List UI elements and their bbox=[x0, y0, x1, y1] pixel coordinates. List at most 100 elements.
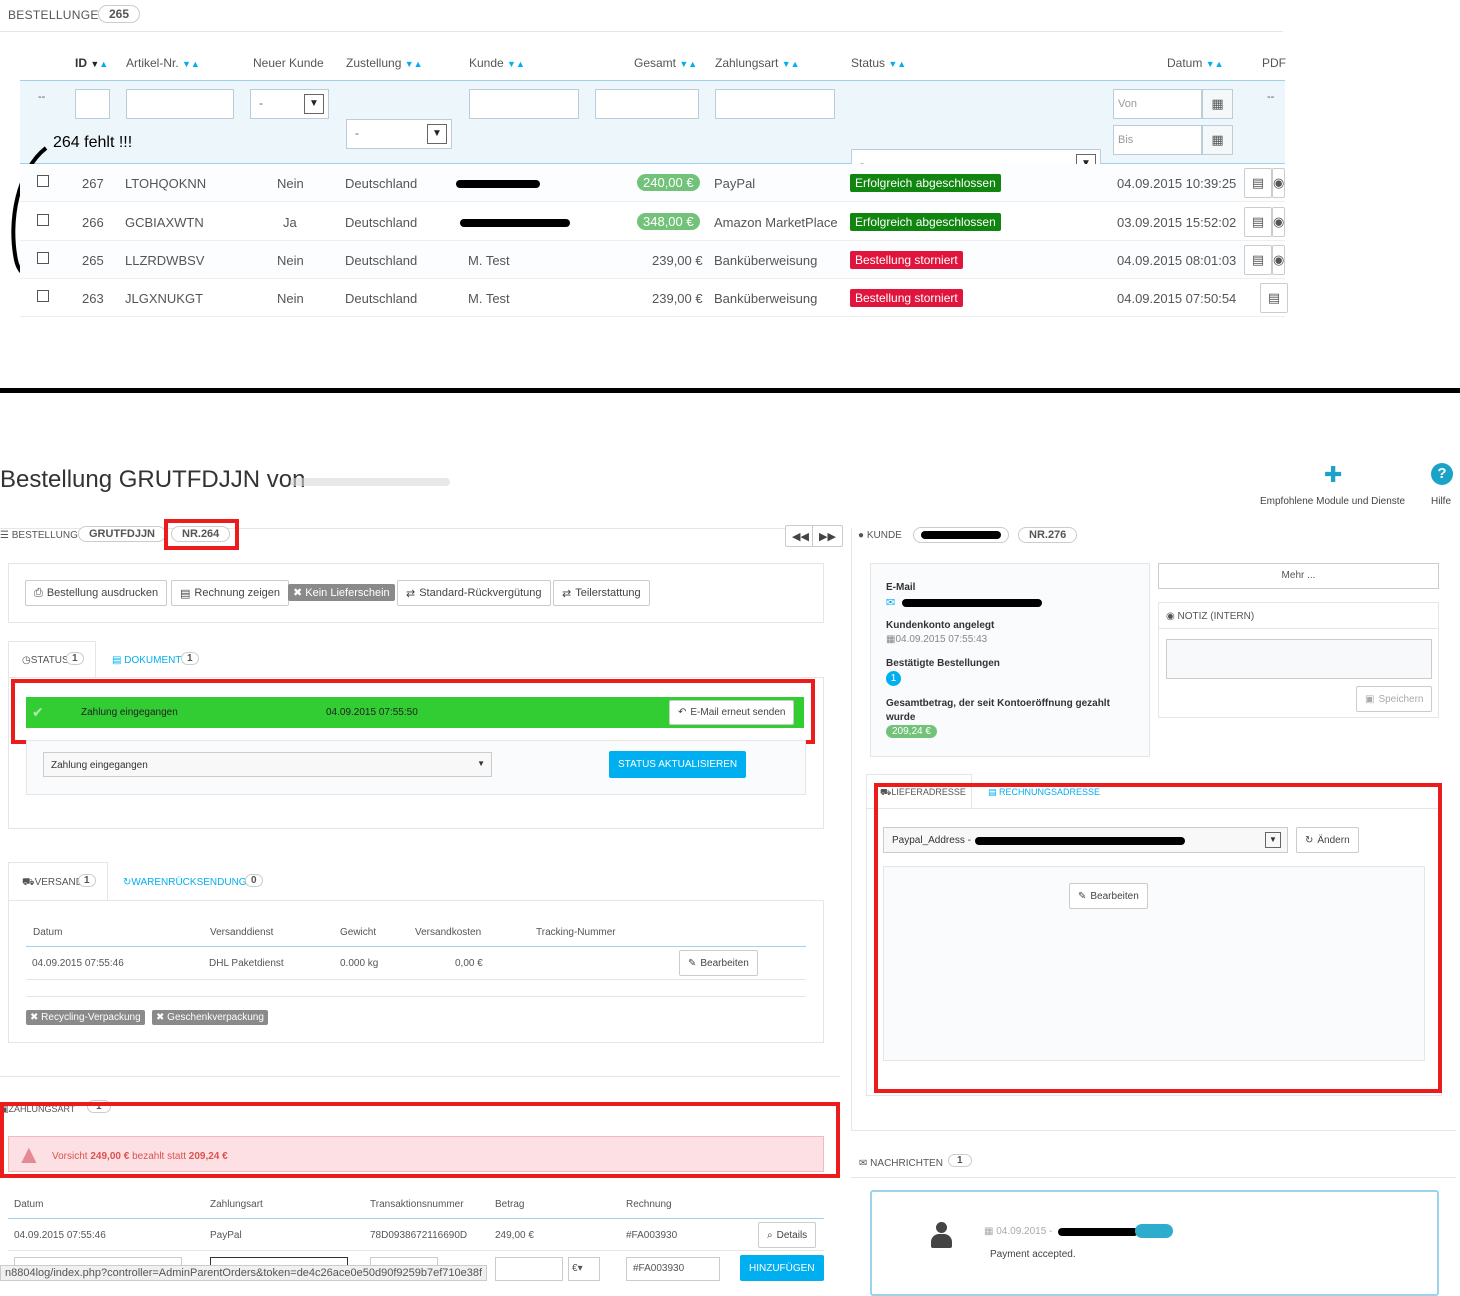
payment-details-button[interactable]: ⌕ Details bbox=[758, 1222, 817, 1248]
message-date: ▦ 04.09.2015 - bbox=[984, 1226, 1053, 1237]
order-date: 04.09.2015 07:50:54 bbox=[1117, 291, 1237, 306]
address-edit-button[interactable]: ✎ Bearbeiten bbox=[1069, 883, 1148, 909]
tab-invoice-address[interactable]: ▤ RECHNUNGSADRESSE bbox=[988, 787, 1101, 797]
tab-documents[interactable]: ▤ DOKUMENTE bbox=[112, 655, 189, 666]
col-payment[interactable]: Zahlungsart ▼▲ bbox=[715, 56, 800, 70]
print-order-button[interactable]: ⎙ Bestellung ausdrucken bbox=[25, 580, 168, 606]
puzzle-icon[interactable]: ✚ bbox=[1324, 462, 1343, 487]
recommended-modules-link[interactable]: Empfohlene Module und Dienste bbox=[1260, 496, 1406, 507]
col-customer[interactable]: Kunde ▼▲ bbox=[469, 56, 525, 70]
order-date: 03.09.2015 15:52:02 bbox=[1117, 215, 1237, 230]
row-checkbox[interactable] bbox=[37, 290, 49, 302]
customer-info-panel bbox=[870, 563, 1150, 757]
messages-heading: ✉ NACHRICHTEN bbox=[859, 1158, 943, 1169]
filter-date-from[interactable]: Von bbox=[1113, 89, 1202, 119]
tab-returns[interactable]: ↻WARENRÜCKSENDUNGEN bbox=[123, 877, 261, 888]
col-total[interactable]: Gesamt ▼▲ bbox=[634, 56, 698, 70]
col-id[interactable]: ID ▼▲ bbox=[75, 56, 109, 70]
resend-email-button[interactable]: ↶ E-Mail erneut senden bbox=[669, 700, 795, 725]
search-icon: ⌕ bbox=[767, 1229, 773, 1241]
divider bbox=[851, 1177, 1456, 1178]
show-invoice-button[interactable]: ▤ Rechnung zeigen bbox=[171, 580, 290, 606]
payment-warning bbox=[8, 1136, 824, 1172]
shipping-edit-button[interactable]: ✎ Bearbeiten bbox=[679, 950, 758, 976]
tab-delivery-address[interactable] bbox=[866, 774, 972, 809]
table-row[interactable] bbox=[20, 279, 1285, 317]
divider bbox=[26, 946, 806, 947]
col-status[interactable]: Status ▼▲ bbox=[851, 56, 907, 70]
truck-icon: ⛟ bbox=[22, 877, 35, 888]
order-total: 239,00 € bbox=[652, 253, 703, 268]
filter-date-to[interactable]: Bis bbox=[1113, 125, 1202, 155]
standard-refund-button[interactable]: ⇄ Standard-Rückvergütung bbox=[397, 580, 551, 606]
shipping-col-carrier: Versanddienst bbox=[210, 927, 274, 938]
divider bbox=[8, 1250, 824, 1251]
shipping-col-tracking: Tracking-Nummer bbox=[536, 927, 616, 938]
annotation-text: 264 fehlt !!! bbox=[53, 134, 133, 151]
filter-id-input[interactable] bbox=[75, 89, 110, 119]
warning-icon: ▲ bbox=[16, 1139, 42, 1169]
col-delivery[interactable]: Zustellung ▼▲ bbox=[346, 56, 423, 70]
status-select[interactable]: Zahlung eingegangen ▼ bbox=[43, 752, 492, 777]
help-icon[interactable]: ? bbox=[1431, 463, 1453, 485]
order-payment: PayPal bbox=[714, 176, 756, 191]
note-textarea[interactable] bbox=[1166, 639, 1432, 679]
recycling-tag: ✖ Recycling-Verpackung bbox=[26, 1010, 145, 1025]
col-reference[interactable]: Artikel-Nr. ▼▲ bbox=[126, 56, 200, 70]
row-checkbox[interactable] bbox=[37, 252, 49, 264]
status-bar-url: n8804log/index.php?controller=AdminParen… bbox=[0, 1265, 488, 1281]
message-panel bbox=[870, 1190, 1439, 1296]
envelope-icon: ✉ bbox=[859, 1158, 868, 1169]
filter-delivery-select[interactable]: - ▼ bbox=[346, 119, 452, 149]
payment-add-invoice-select[interactable]: #FA003930 bbox=[626, 1257, 720, 1281]
view-icon[interactable]: ◉ bbox=[1272, 168, 1285, 198]
col-date[interactable]: Datum ▼▲ bbox=[1167, 56, 1224, 70]
filter-new-client-select[interactable]: - ▼ bbox=[250, 89, 329, 119]
customer-orders-count: 1 bbox=[886, 671, 901, 686]
redaction-mark bbox=[975, 837, 1185, 845]
pdf-invoice-icon[interactable]: ▤ bbox=[1260, 283, 1288, 313]
filter-payment-input[interactable] bbox=[715, 89, 835, 119]
more-button[interactable]: Mehr ... bbox=[1158, 563, 1439, 589]
view-icon[interactable]: ◉ bbox=[1272, 207, 1285, 237]
row-checkbox[interactable] bbox=[37, 175, 49, 187]
chevron-down-icon: ▼ bbox=[427, 124, 447, 144]
order-date: 04.09.2015 10:39:25 bbox=[1117, 176, 1237, 191]
address-change-button[interactable]: ↻ Ändern bbox=[1296, 827, 1359, 853]
help-link[interactable]: Hilfe bbox=[1431, 496, 1452, 507]
page-title: Bestellung GRUTFDJJN von bbox=[0, 466, 306, 493]
divider bbox=[0, 1076, 840, 1077]
calendar-icon[interactable]: ▦ bbox=[1202, 89, 1233, 119]
row-checkbox[interactable] bbox=[37, 214, 49, 226]
payment-col-amount: Betrag bbox=[495, 1199, 525, 1210]
pdf-invoice-icon[interactable]: ▤ bbox=[1244, 245, 1272, 275]
note-save-button[interactable]: ▣ Speichern bbox=[1356, 686, 1433, 712]
partial-refund-button[interactable]: ⇄ Teilerstattung bbox=[553, 580, 650, 606]
divider bbox=[1158, 628, 1439, 629]
payment-add-currency-select[interactable]: €▾ bbox=[568, 1257, 600, 1281]
shipping-count-badge: 1 bbox=[78, 874, 96, 887]
refresh-icon: ↻ bbox=[123, 877, 132, 888]
payment-add-amount-input[interactable] bbox=[495, 1257, 563, 1281]
status-history-name: Zahlung eingegangen bbox=[81, 707, 178, 718]
envelope-icon[interactable]: ✉ bbox=[886, 597, 896, 609]
filter-customer-input[interactable] bbox=[469, 89, 579, 119]
view-icon[interactable]: ◉ bbox=[1272, 245, 1285, 275]
pdf-invoice-icon[interactable]: ▤ bbox=[1244, 168, 1272, 198]
next-order-button[interactable]: ▶▶ bbox=[812, 525, 843, 547]
tab-shipping-label: ⛟VERSAND bbox=[22, 877, 83, 888]
calendar-icon: ▦ bbox=[984, 1226, 994, 1237]
filter-reference-input[interactable] bbox=[126, 89, 234, 119]
address-display bbox=[883, 866, 1425, 1061]
status-update-button[interactable]: STATUS AKTUALISIEREN bbox=[609, 751, 747, 778]
credit-card-icon: ▣ bbox=[0, 1104, 9, 1114]
pdf-invoice-icon[interactable]: ▤ bbox=[1244, 207, 1272, 237]
previous-order-button[interactable]: ◀◀ bbox=[785, 525, 816, 547]
table-row[interactable] bbox=[20, 241, 1285, 279]
tab-status-label: ◷STATUS bbox=[22, 655, 69, 666]
user-icon: ● bbox=[858, 530, 865, 541]
payment-add-button[interactable]: HINZUFÜGEN bbox=[740, 1255, 824, 1281]
calendar-icon[interactable]: ▦ bbox=[1202, 125, 1233, 155]
payment-amount: 249,00 € bbox=[495, 1230, 534, 1241]
filter-total-input[interactable] bbox=[595, 89, 699, 119]
